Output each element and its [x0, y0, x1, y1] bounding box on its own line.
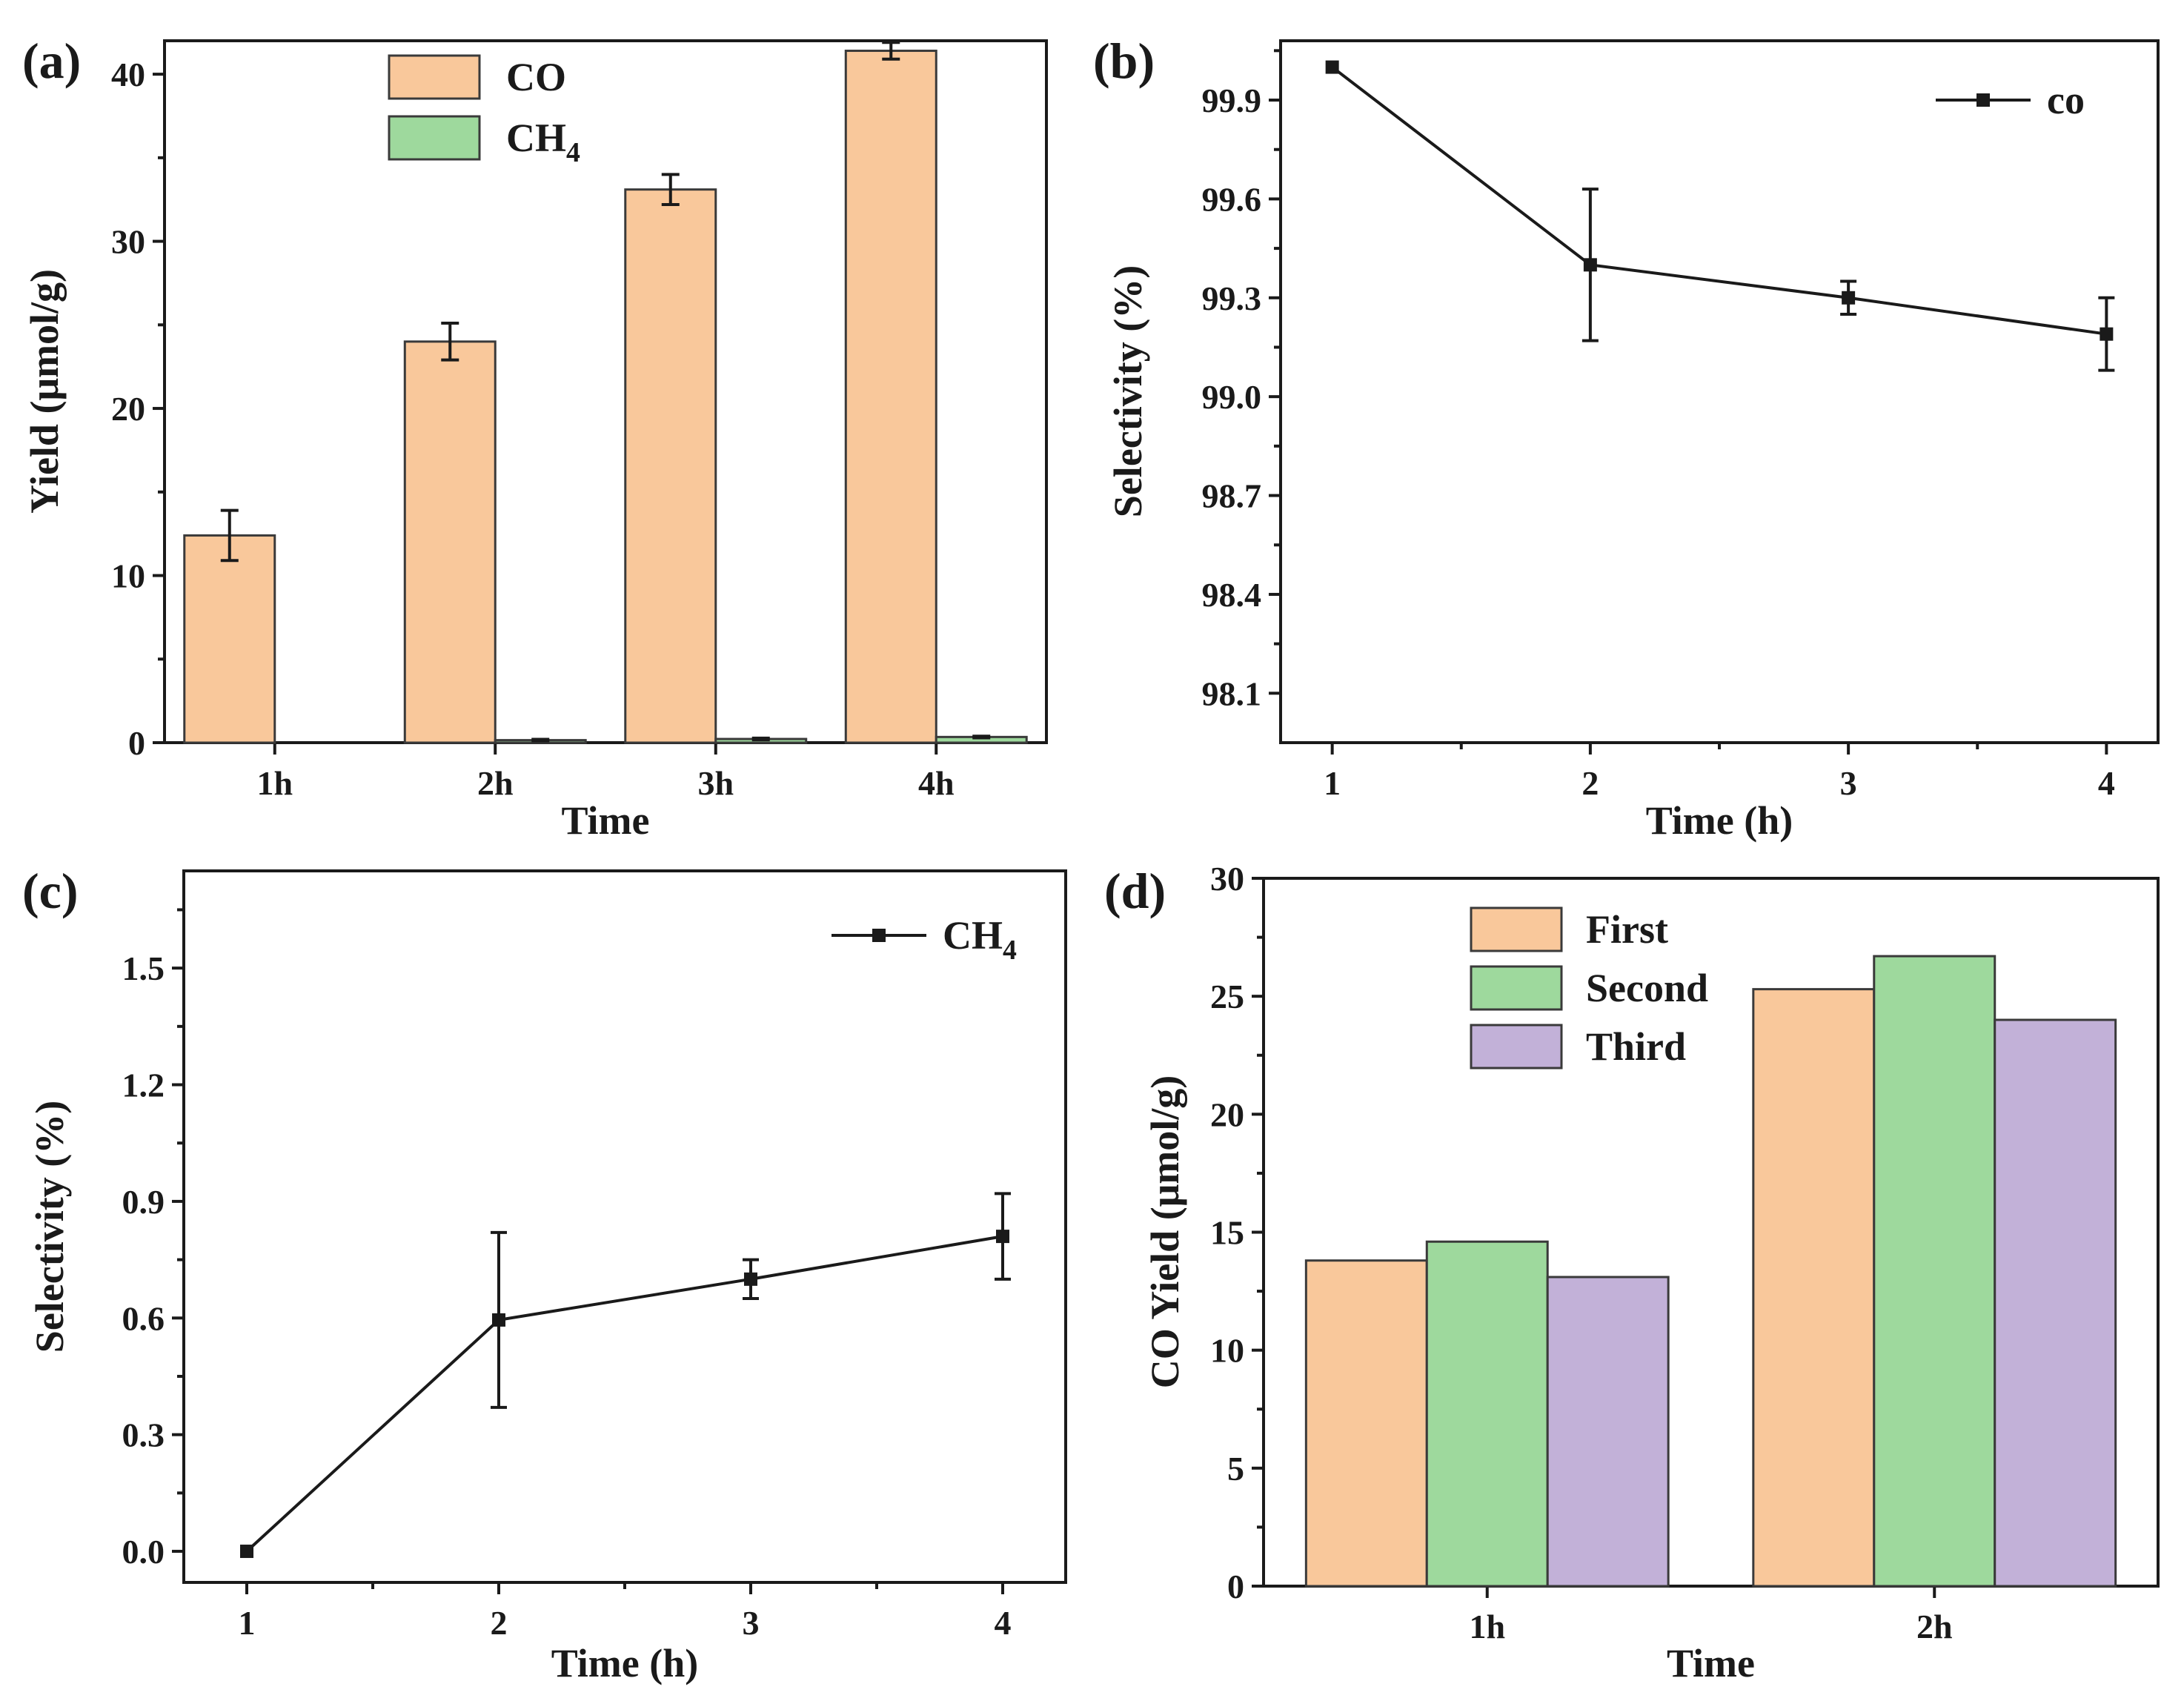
data-point	[492, 1313, 505, 1327]
y-tick-label: 15	[1210, 1214, 1244, 1252]
y-tick-label: 30	[1210, 860, 1244, 898]
x-axis-label: Time (h)	[1646, 798, 1793, 843]
y-tick-label: 98.7	[1202, 477, 1262, 515]
y-tick-label: 99.0	[1202, 378, 1262, 416]
legend-swatch	[388, 115, 481, 161]
x-tick-label: 2	[1581, 764, 1599, 802]
legend-label: co	[2047, 78, 2085, 122]
y-axis-label: Yield (μmol/g)	[22, 269, 67, 514]
legend-marker	[872, 929, 886, 942]
chart-panel-a: (a) Yield (μmol/g) Time 0 10 20 30 40 1h 2h 3h 4h CO…	[22, 33, 1048, 843]
data-point	[240, 1545, 253, 1559]
chart-panel-d: (d) CO Yield (μmol/g) Time 0 5 10 15 20 25 30 1h 2h…	[1104, 860, 2160, 1685]
legend-swatch	[1470, 1024, 1563, 1070]
bar-second	[1425, 1240, 1549, 1588]
x-tick-label: 1h	[256, 764, 293, 802]
y-axis-label: Selectivity (%)	[27, 1101, 72, 1353]
x-tick-label: 4h	[918, 764, 955, 802]
bar-co	[403, 340, 497, 744]
y-tick-label: 0.9	[122, 1183, 165, 1221]
panel-label: (d)	[1104, 863, 1166, 919]
y-tick-label: 98.4	[1202, 576, 1262, 614]
x-tick-label: 3	[743, 1604, 760, 1642]
legend-label: Second	[1586, 966, 1708, 1010]
y-tick-label: 0.6	[122, 1299, 165, 1337]
x-tick-label: 4	[995, 1604, 1012, 1642]
x-axis-label: Time (h)	[551, 1641, 699, 1685]
bar-third	[1994, 1018, 2117, 1588]
y-tick-label: 1.5	[122, 949, 165, 987]
panel-label: (b)	[1093, 33, 1155, 89]
y-tick-label: 20	[1210, 1095, 1244, 1133]
legend-swatch	[388, 54, 481, 100]
bar-co	[624, 188, 717, 744]
chart-panel-c: (c) Selectivity (%) Time (h) 0.0 0.3 0.6 0.9 1.…	[22, 863, 1067, 1685]
data-point	[744, 1272, 757, 1286]
plot-frame	[1279, 39, 2160, 744]
x-tick-label: 2h	[477, 764, 514, 802]
y-tick-label: 98.1	[1202, 674, 1262, 712]
legend-label: CH4	[943, 913, 1017, 966]
bar-co	[183, 534, 276, 744]
y-tick-label: 5	[1227, 1450, 1244, 1488]
y-tick-label: 0	[1227, 1568, 1244, 1605]
y-tick-label: 0.0	[122, 1533, 165, 1571]
x-tick-label: 4	[2098, 764, 2115, 802]
legend-swatch	[1470, 906, 1563, 952]
x-axis-label: Time	[1667, 1641, 1755, 1685]
y-tick-label: 99.3	[1202, 279, 1262, 317]
y-tick-label: 30	[111, 223, 145, 261]
y-tick-label: 10	[1210, 1332, 1244, 1370]
y-tick-label: 99.9	[1202, 82, 1262, 119]
bar-third	[1546, 1276, 1670, 1588]
y-tick-label: 25	[1210, 978, 1244, 1015]
bar-co	[844, 50, 937, 744]
chart-panel-b: (b) Selectivity (%) Time (h) 98.1 98.4 98.7 99…	[1093, 33, 2160, 843]
x-tick-label: 1	[239, 1604, 256, 1642]
x-tick-label: 3h	[697, 764, 734, 802]
panel-label: (c)	[22, 863, 78, 919]
legend-label: Third	[1586, 1024, 1686, 1069]
y-axis-label: Selectivity (%)	[1106, 265, 1150, 517]
x-tick-label: 1h	[1469, 1608, 1505, 1645]
x-tick-label: 1	[1324, 764, 1341, 802]
y-tick-label: 0	[128, 724, 145, 762]
data-point	[2100, 327, 2114, 341]
series-line	[1331, 65, 2107, 336]
series-line	[245, 1235, 1003, 1553]
data-point	[1325, 60, 1339, 74]
legend-marker	[1976, 93, 1990, 107]
x-tick-label: 2	[491, 1604, 508, 1642]
legend-swatch	[1470, 965, 1563, 1011]
y-tick-label: 40	[111, 56, 145, 93]
legend-label: First	[1586, 907, 1668, 952]
bar-second	[1873, 955, 1997, 1588]
bar-first	[1304, 1259, 1428, 1588]
bar-first	[1752, 988, 1876, 1588]
legend-label: CH4	[506, 116, 580, 168]
x-axis-label: Time	[562, 798, 650, 843]
panel-label: (a)	[22, 33, 81, 89]
y-tick-label: 99.6	[1202, 180, 1262, 218]
plot-frame	[182, 869, 1067, 1584]
x-tick-label: 2h	[1916, 1608, 1953, 1645]
legend-label: CO	[506, 55, 566, 99]
x-tick-label: 3	[1840, 764, 1857, 802]
plot-frame	[163, 39, 1048, 744]
y-tick-label: 1.2	[122, 1067, 165, 1104]
y-axis-label: CO Yield (μmol/g)	[1143, 1075, 1187, 1389]
y-tick-label: 20	[111, 390, 145, 428]
data-point	[996, 1230, 1009, 1244]
y-tick-label: 10	[111, 557, 145, 595]
y-tick-label: 0.3	[122, 1416, 165, 1454]
data-point	[1842, 291, 1856, 305]
data-point	[1583, 258, 1597, 272]
